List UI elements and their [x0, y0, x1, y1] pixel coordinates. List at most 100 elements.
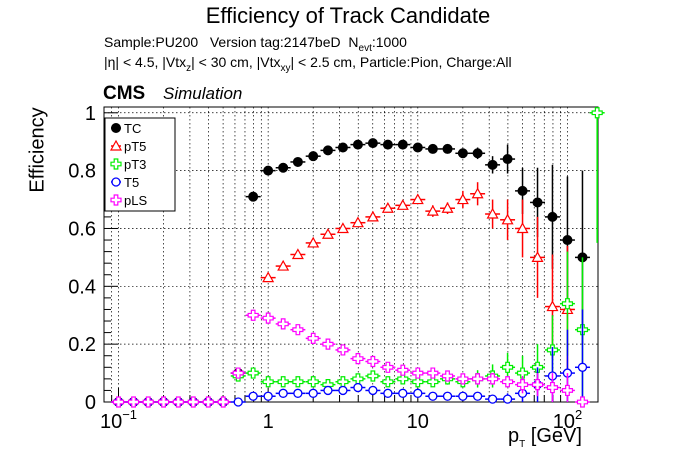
data-point-pT5 [365, 210, 381, 222]
data-point-TC [245, 191, 261, 202]
data-point-T5 [290, 388, 306, 398]
data-point-pT5 [440, 201, 456, 215]
cut-text-2: | < 30 cm, |Vtx [191, 54, 281, 70]
marker-pLS [561, 384, 574, 397]
marker-pLS [576, 396, 589, 408]
data-point-pT3 [395, 373, 411, 385]
marker-pT5 [546, 300, 559, 312]
data-point-pT5 [515, 199, 531, 258]
marker-T5 [472, 391, 483, 401]
marker-pLS [531, 379, 544, 391]
data-point-pLS [185, 396, 201, 408]
data-point-pT3 [425, 376, 441, 388]
legend-entry-pT3: pT3 [110, 157, 146, 172]
data-point-pT3 [380, 376, 396, 388]
data-point-T5 [410, 388, 426, 398]
marker-TC [487, 159, 498, 170]
marker-T5 [502, 394, 513, 404]
marker-pT5 [516, 222, 529, 234]
data-point-pLS [305, 332, 321, 344]
marker-TC [352, 139, 363, 150]
marker-pLS [441, 370, 454, 382]
plot-frame [103, 106, 599, 403]
cut-subscript-xy: xy [280, 62, 291, 74]
data-point-T5 [260, 391, 276, 401]
marker-pT3 [591, 107, 603, 119]
data-point-T5 [350, 382, 366, 393]
nevt-label: N [348, 34, 359, 50]
marker-T5 [111, 177, 121, 187]
legend-label: pT5 [124, 139, 146, 154]
marker-pT3 [262, 376, 274, 388]
marker-T5 [458, 391, 468, 401]
data-point-T5 [440, 391, 456, 401]
legend-label: TC [124, 121, 141, 136]
data-point-TC [350, 139, 366, 150]
data-layer [111, 107, 605, 408]
marker-TC [502, 154, 513, 165]
marker-pLS [412, 367, 424, 379]
marker-pLS [486, 373, 499, 385]
marker-pT5 [396, 199, 409, 210]
marker-TC [397, 139, 408, 150]
y-tick-label: 0.4 [68, 276, 96, 298]
marker-pT5 [456, 193, 469, 205]
data-point-pLS [170, 396, 186, 408]
series-TC [111, 138, 590, 407]
marker-pT3 [501, 361, 514, 373]
marker-pT3 [307, 376, 319, 388]
marker-TC [322, 145, 333, 156]
marker-TC [248, 191, 259, 202]
data-point-TC [305, 151, 321, 162]
data-point-T5 [470, 391, 486, 401]
selection-cuts-line: |η| < 4.5, |Vtxz| < 30 cm, |Vtxxy| < 2.5… [104, 54, 512, 74]
marker-T5 [383, 388, 393, 398]
data-point-pLS [574, 396, 590, 408]
marker-T5 [353, 382, 363, 393]
marker-pLS [367, 355, 379, 368]
marker-TC [412, 142, 423, 153]
data-point-pT5 [305, 236, 321, 248]
data-point-pLS [320, 338, 336, 350]
y-tick-label: 1 [85, 103, 96, 125]
version-tag: Version tag:2147beD [209, 34, 341, 50]
data-point-pT3 [335, 376, 351, 388]
cut-subscript-z: z [186, 62, 192, 74]
marker-TC [308, 151, 319, 162]
data-point-pT3 [365, 370, 381, 382]
marker-pT3 [531, 361, 544, 373]
data-point-pT3 [350, 373, 366, 385]
marker-TC [382, 139, 393, 150]
marker-pT3 [110, 158, 122, 170]
data-point-pLS [111, 396, 126, 408]
data-point-TC [440, 143, 456, 154]
marker-pT5 [307, 236, 320, 248]
data-point-pT3 [410, 376, 426, 388]
marker-T5 [233, 397, 243, 407]
data-point-pT3 [290, 376, 306, 388]
marker-pT5 [291, 248, 304, 260]
data-point-TC [470, 147, 486, 160]
data-point-pLS [335, 344, 351, 356]
marker-pLS [232, 367, 244, 379]
marker-pT3 [277, 376, 289, 388]
data-point-TC [260, 165, 276, 176]
data-point-pT3 [260, 376, 276, 388]
marker-pT3 [427, 376, 439, 388]
marker-T5 [308, 388, 318, 398]
data-point-pT5 [455, 190, 471, 209]
marker-T5 [413, 388, 423, 398]
data-point-pT5 [395, 199, 411, 210]
data-point-pT5 [470, 182, 486, 206]
y-axis-label: Efficiency [26, 107, 49, 193]
data-point-pLS [290, 324, 306, 336]
x-tick-label: 10 [407, 411, 429, 433]
marker-TC [442, 143, 453, 154]
data-point-pT5 [275, 259, 291, 271]
data-point-pLS [455, 373, 471, 385]
data-point-pLS [365, 355, 381, 368]
data-point-TC [335, 142, 351, 153]
nevt-value: :1000 [371, 34, 407, 50]
marker-pT5 [426, 204, 439, 216]
data-point-T5 [485, 394, 501, 404]
